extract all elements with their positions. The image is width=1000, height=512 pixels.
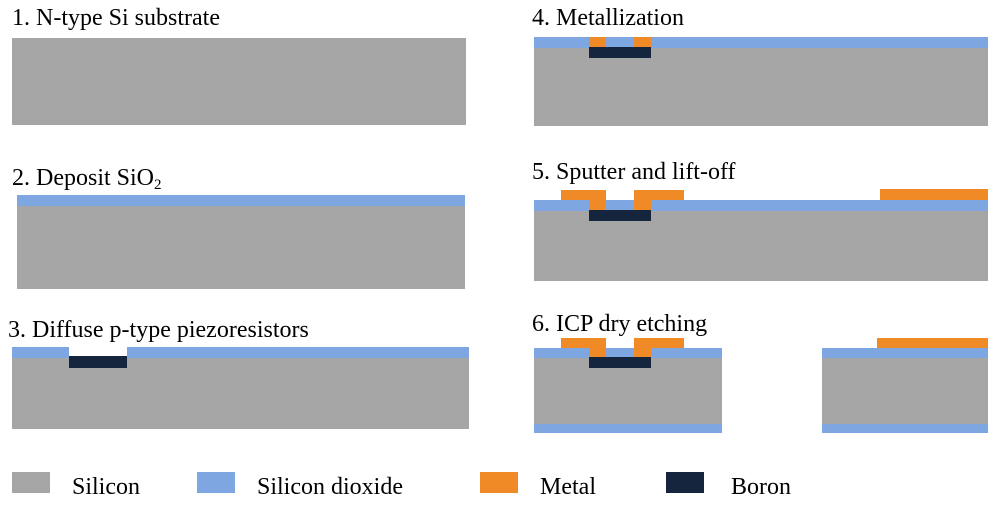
step-6-left-silicon-block bbox=[534, 358, 722, 424]
step-6-right-oxide-left bbox=[822, 348, 877, 358]
step-4-metal-contact-left bbox=[589, 37, 606, 48]
step-2-oxide-layer bbox=[17, 195, 465, 206]
step-6-text: ICP dry etching bbox=[556, 311, 708, 337]
step-5-boron-piezoresistor bbox=[589, 210, 651, 221]
step-2-number: 2. bbox=[12, 165, 30, 191]
step-3-text: Diffuse p-type piezoresistors bbox=[32, 317, 309, 343]
step-3-number: 3. bbox=[8, 317, 26, 343]
step-2-subscript: 2 bbox=[154, 177, 162, 193]
legend-oxide-swatch bbox=[197, 472, 235, 493]
step-6-left-bottom-oxide bbox=[534, 424, 722, 433]
step-6-metal-pad-right bbox=[634, 338, 684, 348]
step-5-metal-pad-left bbox=[561, 190, 606, 200]
step-6-right-bottom-oxide bbox=[822, 424, 988, 433]
step-4-metal-contact-right bbox=[634, 37, 651, 48]
step-5-metal-plug-left bbox=[589, 200, 606, 211]
step-5-number: 5. bbox=[532, 159, 550, 185]
step-5-metal-pad-far-right bbox=[880, 189, 988, 200]
step-6-number: 6. bbox=[532, 311, 550, 337]
step-5-title: 5. Sputter and lift-off bbox=[532, 158, 736, 186]
step-1-silicon-substrate bbox=[12, 38, 466, 125]
step-6-metal-pad-far-right bbox=[877, 338, 988, 348]
step-5-oxide-right bbox=[651, 200, 988, 211]
legend-metal-label: Metal bbox=[540, 474, 596, 500]
step-4-text: Metallization bbox=[556, 5, 684, 31]
legend-silicon-swatch bbox=[12, 472, 50, 493]
step-4-title: 4. Metallization bbox=[532, 4, 684, 32]
step-4-number: 4. bbox=[532, 5, 550, 31]
step-6-metal-pad-left bbox=[561, 338, 606, 348]
step-6-left-oxide-left bbox=[534, 348, 589, 358]
step-3-boron-piezoresistor bbox=[69, 356, 127, 368]
step-2-text: Deposit SiO bbox=[36, 165, 155, 191]
step-5-metal-pad-right bbox=[634, 190, 684, 200]
step-4-oxide-right bbox=[651, 37, 988, 48]
step-3-oxide-right bbox=[127, 347, 469, 358]
step-5-metal-plug-right bbox=[634, 200, 651, 211]
step-4-oxide-left bbox=[534, 37, 589, 48]
legend-oxide-label: Silicon dioxide bbox=[257, 474, 403, 500]
legend-boron-label: Boron bbox=[731, 474, 791, 500]
step-5-oxide-left bbox=[534, 200, 589, 211]
step-1-title: 1. N-type Si substrate bbox=[12, 4, 220, 32]
step-4-oxide-middle bbox=[606, 37, 634, 48]
step-1-number: 1. bbox=[12, 5, 30, 31]
step-4-silicon-substrate bbox=[534, 48, 988, 126]
step-2-silicon-substrate bbox=[17, 206, 465, 289]
step-5-oxide-middle bbox=[606, 200, 634, 211]
step-2-title: 2. Deposit SiO2 bbox=[12, 164, 162, 199]
step-3-silicon-substrate bbox=[12, 358, 469, 429]
step-6-metal-plug-right bbox=[634, 348, 651, 358]
step-3-oxide-left bbox=[12, 347, 69, 358]
step-5-silicon-substrate bbox=[534, 211, 988, 281]
step-6-boron-piezoresistor bbox=[589, 357, 651, 368]
legend-silicon-label: Silicon bbox=[72, 474, 141, 500]
step-6-right-oxide-under-metal bbox=[877, 348, 988, 358]
step-6-right-silicon-block bbox=[822, 358, 988, 424]
step-4-boron-piezoresistor bbox=[589, 47, 651, 58]
step-6-title: 6. ICP dry etching bbox=[532, 310, 707, 338]
legend-boron-swatch bbox=[666, 472, 704, 493]
step-6-left-oxide-middle bbox=[606, 348, 634, 358]
step-6-metal-plug-left bbox=[589, 348, 606, 358]
step-5-text: Sputter and lift-off bbox=[556, 159, 736, 185]
step-3-title: 3. Diffuse p-type piezoresistors bbox=[8, 316, 309, 344]
step-1-text: N-type Si substrate bbox=[36, 5, 220, 31]
legend-metal-swatch bbox=[480, 472, 518, 493]
step-6-left-oxide-right bbox=[651, 348, 722, 358]
